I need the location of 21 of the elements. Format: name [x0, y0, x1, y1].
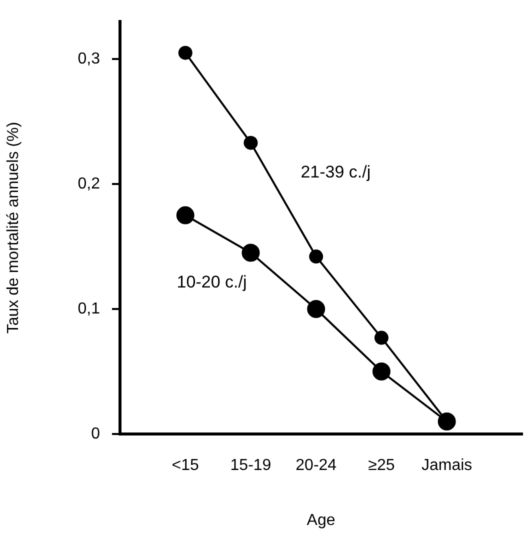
point: [242, 244, 260, 262]
x-tick-label: ≥25: [368, 457, 395, 474]
x-tick-label: Jamais: [421, 457, 472, 474]
x-axis-title: Age: [306, 512, 336, 529]
y-tick-label: 0,3: [78, 50, 100, 68]
point: [309, 250, 324, 264]
point: [244, 136, 258, 150]
y-tick-label: 0,1: [78, 300, 100, 318]
y-axis-title: Taux de mortalité annuels (%): [5, 122, 22, 334]
y-tick-label: 0: [91, 425, 100, 442]
x-tick-label: 15-19: [230, 457, 272, 474]
series-label: 10-20 c./j: [176, 272, 247, 292]
x-tick-label: 20-24: [296, 457, 337, 474]
point: [176, 206, 194, 224]
x-tick-label: <15: [172, 457, 200, 474]
point: [374, 330, 388, 345]
point: [372, 362, 390, 381]
point: [178, 46, 192, 60]
point: [307, 300, 326, 318]
y-tick-label: 0,2: [78, 175, 100, 192]
series-label: 21-39 c./j: [300, 162, 371, 182]
